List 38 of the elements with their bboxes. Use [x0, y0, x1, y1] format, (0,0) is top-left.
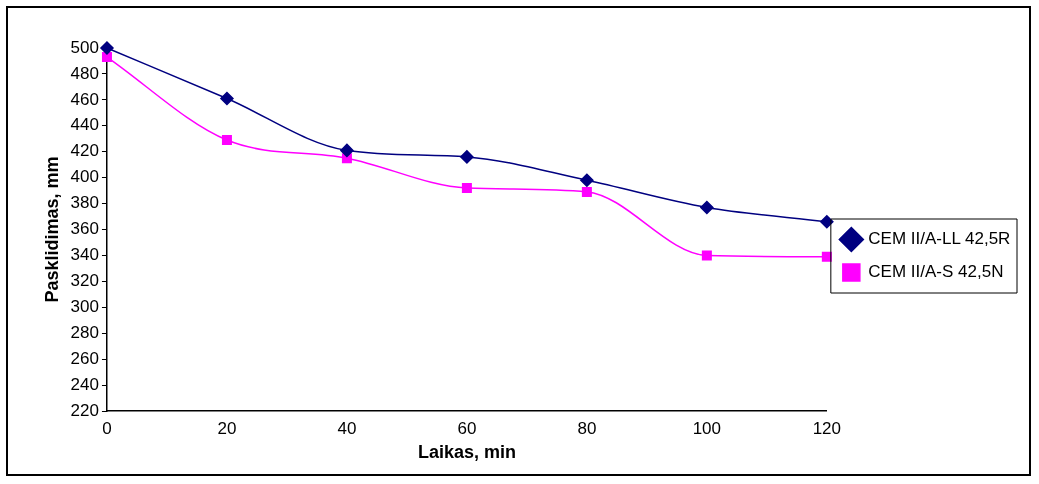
point	[220, 91, 234, 106]
point	[340, 143, 354, 158]
legend-label: CEM II/A-LL 42,5R	[868, 229, 1011, 249]
y-tick-label: 500	[70, 37, 99, 57]
x-axis-title: Laikas, min	[417, 442, 516, 463]
x-tick-label: 80	[577, 418, 597, 438]
point	[700, 200, 714, 215]
y-tick-label: 360	[70, 219, 99, 239]
legend-label: CEM II/A-S 42,5N	[868, 262, 1004, 282]
x-tick-label: 0	[102, 418, 112, 438]
y-tick-label: 280	[70, 322, 99, 342]
point	[701, 250, 712, 261]
x-tick-label: 60	[457, 418, 477, 438]
y-tick-label: 340	[70, 245, 99, 265]
y-tick-label: 400	[70, 167, 99, 187]
y-tick-label: 440	[70, 115, 99, 135]
point	[100, 41, 114, 55]
y-tick-label: 380	[70, 193, 99, 213]
y-tick-label: 300	[70, 296, 99, 316]
point	[221, 135, 232, 146]
x-tick-label: 40	[337, 418, 357, 438]
y-tick-label: 240	[70, 374, 99, 394]
point	[460, 150, 474, 164]
x-tick-label: 20	[217, 418, 237, 438]
point	[820, 214, 834, 229]
x-tick-label: 120	[812, 418, 842, 438]
y-tick-label: 260	[70, 348, 99, 368]
point	[581, 186, 592, 197]
y-tick-label: 220	[70, 400, 99, 420]
point	[101, 52, 112, 63]
y-axis-title: Pasklidimas, mm	[41, 156, 62, 303]
point	[461, 183, 472, 194]
x-tick-label: 100	[692, 418, 722, 438]
y-tick-label: 320	[70, 271, 99, 291]
y-tick-label: 480	[70, 63, 99, 83]
point	[580, 173, 594, 187]
y-tick-label: 420	[70, 141, 99, 161]
y-tick-label: 460	[70, 89, 99, 109]
